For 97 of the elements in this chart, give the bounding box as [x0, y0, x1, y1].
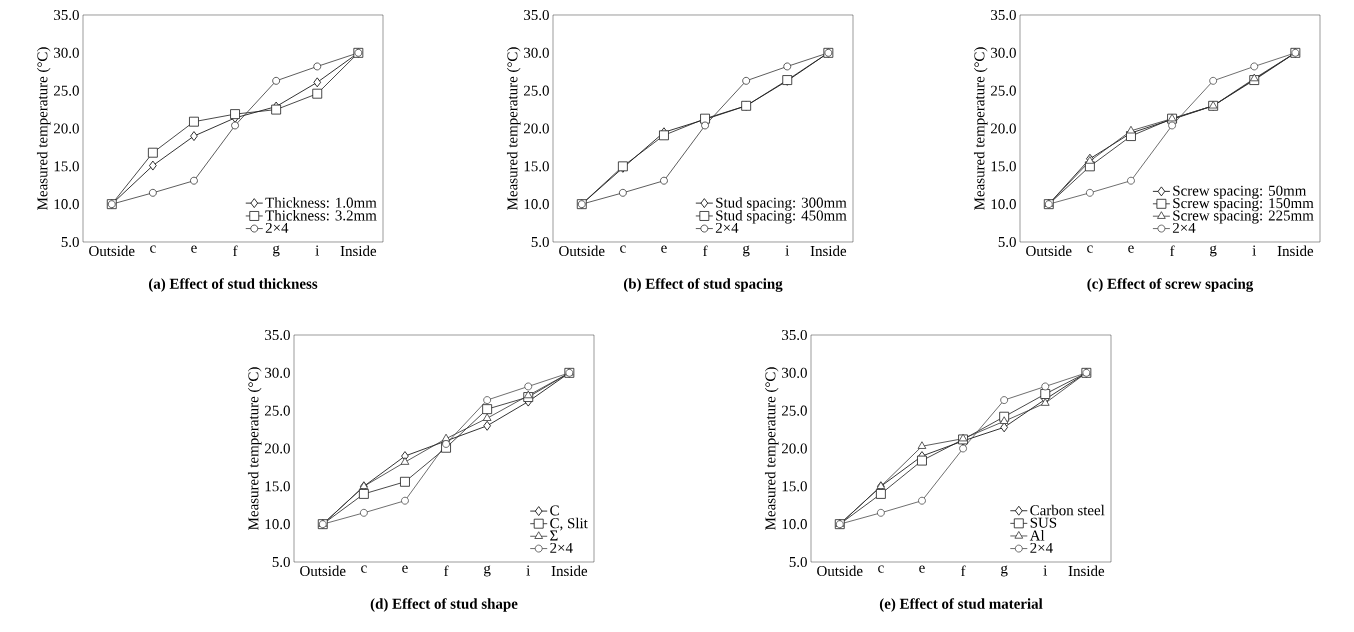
- y-axis-title: Measured temperature (°C): [973, 47, 988, 210]
- x-tick-label: i: [526, 565, 531, 576]
- x-tick-label: i: [1252, 245, 1257, 256]
- y-tick-label: 5.0: [531, 236, 549, 248]
- y-axis-title: Measured temperature (°C): [36, 47, 51, 210]
- x-tick-label: g: [1001, 565, 1008, 577]
- y-tick-label: 35.0: [782, 329, 807, 341]
- y-tick-label: 20.0: [991, 123, 1016, 134]
- y-tick-label: 35.0: [54, 9, 79, 21]
- x-tick-label: e: [402, 565, 408, 573]
- y-tick-label: 5.0: [998, 236, 1016, 248]
- x-tick-label: Inside: [1068, 565, 1105, 577]
- y-tick-label: 35.0: [265, 329, 290, 341]
- y-axis-title: Measured temperature (°C): [506, 47, 521, 210]
- y-tick-label: 30.0: [54, 47, 79, 58]
- legend-label: Thickness: 3.2mm: [265, 210, 377, 221]
- x-tick-label: i: [1043, 565, 1048, 576]
- y-tick-label: 15.0: [782, 481, 807, 492]
- legend-label: Screw spacing: 50mm: [1173, 185, 1307, 199]
- x-tick-label: c: [1087, 245, 1093, 253]
- x-tick-label: c: [361, 565, 367, 573]
- legend-label: 2×4: [1030, 542, 1053, 553]
- y-tick-label: 5.0: [61, 236, 79, 248]
- legend-label: 2×4: [265, 222, 289, 233]
- y-tick-label: 10.0: [265, 519, 290, 530]
- text: (a) Effect of stud thickness: [148, 278, 318, 292]
- x-tick-label: g: [484, 565, 491, 577]
- x-tick-label: g: [273, 245, 280, 257]
- y-tick-label: 5.0: [789, 556, 807, 568]
- y-tick-label: 15.0: [991, 161, 1016, 172]
- y-tick-label: 15.0: [265, 481, 290, 492]
- text: (c) Effect of screw spacing: [1087, 278, 1254, 292]
- x-tick-label: e: [661, 245, 667, 253]
- text: (e) Effect of stud material: [879, 598, 1043, 612]
- y-tick-label: 25.0: [781, 405, 807, 416]
- y-tick-label: 20.0: [781, 443, 807, 454]
- x-tick-label: e: [919, 565, 925, 573]
- x-tick-label: Outside: [559, 245, 605, 257]
- legend-label: Stud spacing: 450mm: [716, 210, 847, 224]
- legend-label: 2×4: [550, 542, 573, 553]
- x-tick-label: Inside: [551, 565, 588, 577]
- y-tick-label: 30.0: [991, 47, 1016, 58]
- legend-label: Al: [1029, 530, 1045, 541]
- y-tick-label: 15.0: [54, 161, 79, 172]
- x-tick-label: i: [315, 245, 320, 256]
- x-tick-label: g: [1210, 245, 1217, 257]
- y-tick-label: 15.0: [524, 161, 549, 172]
- y-tick-label: 10.0: [54, 199, 79, 210]
- y-tick-label: 30.0: [265, 367, 290, 378]
- legend-label: C, Slit: [550, 517, 588, 531]
- y-tick-label: 25.0: [53, 85, 79, 96]
- x-tick-label: f: [444, 565, 449, 577]
- x-tick-label: Outside: [1026, 245, 1072, 257]
- x-tick-label: e: [1128, 245, 1134, 253]
- x-tick-label: e: [191, 245, 197, 253]
- legend-label: Screw spacing: 225mm: [1173, 210, 1314, 224]
- y-tick-label: 30.0: [782, 367, 807, 378]
- y-tick-label: 30.0: [524, 47, 549, 58]
- y-tick-label: 35.0: [524, 9, 549, 21]
- x-tick-label: c: [620, 245, 626, 253]
- x-tick-label: f: [233, 245, 238, 257]
- y-tick-label: 25.0: [991, 85, 1016, 96]
- y-tick-label: 5.0: [272, 556, 290, 568]
- legend-label: SUS: [1030, 517, 1057, 528]
- legend-label: Σ: [550, 530, 558, 541]
- y-tick-label: 10.0: [991, 199, 1016, 210]
- x-tick-label: f: [961, 565, 966, 577]
- legend-label: Thickness: 1.0mm: [265, 197, 377, 208]
- legend-label: Carbon steel: [1030, 504, 1105, 516]
- x-tick-label: f: [1170, 245, 1175, 257]
- legend-label: Stud spacing: 300mm: [716, 197, 847, 211]
- y-tick-label: 25.0: [523, 85, 549, 96]
- y-tick-label: 20.0: [264, 443, 290, 454]
- text: (d) Effect of stud shape: [370, 598, 518, 612]
- x-tick-label: f: [703, 245, 708, 257]
- y-tick-label: 25.0: [264, 405, 290, 416]
- y-axis-title: Measured temperature (°C): [247, 367, 262, 530]
- x-tick-label: Outside: [89, 245, 135, 257]
- x-tick-label: i: [785, 245, 790, 256]
- y-axis-title: Measured temperature (°C): [764, 367, 779, 530]
- y-tick-label: 20.0: [523, 123, 549, 134]
- x-tick-label: Outside: [300, 565, 346, 577]
- text: (b) Effect of stud spacing: [623, 278, 783, 292]
- y-tick-label: 20.0: [53, 123, 79, 134]
- x-tick-label: c: [150, 245, 156, 253]
- x-tick-label: Outside: [817, 565, 863, 577]
- legend-label: C: [550, 505, 559, 516]
- y-tick-label: 10.0: [782, 519, 807, 530]
- legend-label: 2×4: [1172, 222, 1196, 233]
- x-tick-label: Inside: [340, 245, 377, 257]
- x-tick-label: c: [878, 565, 884, 573]
- y-tick-label: 10.0: [524, 199, 549, 210]
- x-tick-label: g: [743, 245, 750, 257]
- y-tick-label: 35.0: [991, 9, 1016, 21]
- x-tick-label: Inside: [1277, 245, 1314, 257]
- legend-label: 2×4: [715, 222, 739, 233]
- x-tick-label: Inside: [810, 245, 847, 257]
